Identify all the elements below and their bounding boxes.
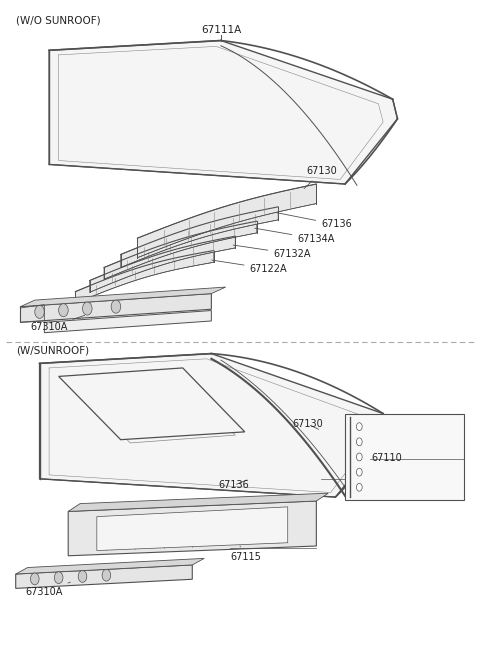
- Polygon shape: [16, 565, 192, 588]
- Circle shape: [111, 300, 120, 313]
- Polygon shape: [59, 368, 245, 440]
- Circle shape: [357, 483, 362, 491]
- Circle shape: [54, 572, 63, 584]
- Circle shape: [102, 569, 111, 581]
- Polygon shape: [21, 287, 226, 307]
- Polygon shape: [49, 41, 397, 184]
- Text: 67310A: 67310A: [25, 582, 71, 597]
- Polygon shape: [68, 501, 316, 556]
- Text: 67115: 67115: [230, 546, 261, 562]
- Text: (W/O SUNROOF): (W/O SUNROOF): [16, 16, 100, 26]
- Polygon shape: [16, 558, 204, 574]
- Text: 67111A: 67111A: [201, 25, 241, 35]
- Polygon shape: [39, 354, 388, 497]
- Text: 67310A: 67310A: [30, 315, 84, 333]
- Circle shape: [83, 302, 92, 315]
- Polygon shape: [90, 236, 235, 292]
- Circle shape: [78, 571, 87, 582]
- Text: 67130: 67130: [292, 419, 323, 429]
- Text: 67130: 67130: [304, 166, 337, 189]
- Circle shape: [357, 453, 362, 461]
- Polygon shape: [104, 221, 257, 279]
- Polygon shape: [68, 493, 328, 512]
- Circle shape: [357, 438, 362, 445]
- Text: 67136: 67136: [276, 213, 352, 229]
- Circle shape: [357, 422, 362, 430]
- Circle shape: [357, 468, 362, 476]
- Polygon shape: [21, 293, 211, 322]
- Circle shape: [31, 573, 39, 585]
- Polygon shape: [345, 413, 464, 500]
- Circle shape: [35, 305, 44, 318]
- Text: 67110: 67110: [371, 453, 402, 463]
- Polygon shape: [120, 207, 278, 267]
- Polygon shape: [97, 507, 288, 551]
- Text: (W/SUNROOF): (W/SUNROOF): [16, 346, 89, 356]
- Polygon shape: [75, 251, 214, 303]
- Text: 67134A: 67134A: [255, 228, 335, 244]
- Circle shape: [59, 304, 68, 317]
- Polygon shape: [44, 310, 211, 333]
- Text: 67136: 67136: [218, 480, 249, 491]
- Text: 67132A: 67132A: [233, 245, 311, 259]
- Polygon shape: [137, 184, 316, 257]
- Text: 67122A: 67122A: [212, 260, 287, 274]
